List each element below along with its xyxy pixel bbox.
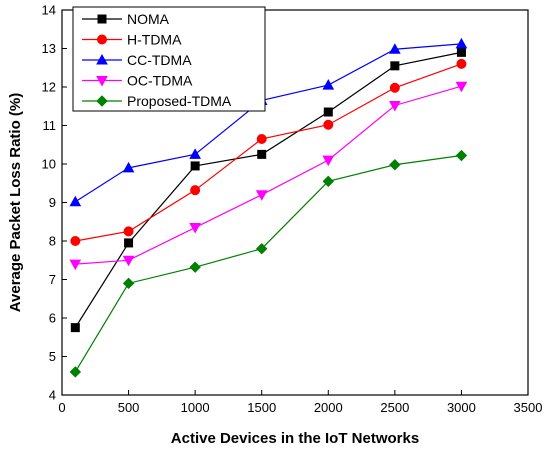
legend-marker [97, 14, 107, 24]
y-tick-label: 7 [49, 272, 56, 287]
data-point-h-tdma [456, 58, 467, 69]
legend-label: H-TDMA [127, 32, 182, 48]
y-tick-label: 5 [49, 349, 56, 364]
data-point-proposed-tdma [322, 175, 334, 188]
data-point-cc-tdma [189, 148, 201, 159]
series-layer [69, 37, 468, 378]
y-tick-label: 6 [49, 311, 56, 326]
data-point-proposed-tdma [256, 242, 268, 255]
data-point-cc-tdma [455, 37, 468, 49]
x-axis: 0 500 1000 1500 2000 2500 3000 3500 [58, 390, 542, 415]
y-tick-label: 12 [42, 80, 56, 95]
data-point-noma [190, 161, 200, 171]
y-axis: 4 5 6 7 8 9 10 11 12 13 14 [42, 3, 67, 403]
data-point-noma [390, 61, 400, 71]
legend-marker [96, 76, 108, 87]
data-point-proposed-tdma [69, 366, 82, 378]
x-axis-title: Active Devices in the IoT Networks [171, 430, 419, 447]
legend-label: Proposed-TDMA [127, 93, 232, 109]
legend-marker [96, 95, 108, 107]
data-point-oc-tdma [389, 100, 401, 112]
series-noma [70, 47, 466, 333]
data-point-cc-tdma [389, 43, 401, 54]
y-axis-title: Average Packet Loss Ratio (%) [7, 93, 24, 313]
legend-marker [96, 53, 108, 65]
series-oc-tdma [69, 81, 468, 271]
y-tick-label: 11 [43, 118, 57, 133]
data-point-proposed-tdma [455, 149, 468, 162]
data-point-cc-tdma [322, 79, 335, 90]
legend-label: CC-TDMA [127, 52, 192, 68]
data-point-noma [124, 238, 134, 248]
data-point-proposed-tdma [189, 261, 201, 273]
y-tick-label: 14 [42, 3, 56, 18]
data-point-noma [257, 149, 267, 159]
data-point-noma [323, 107, 333, 117]
data-point-oc-tdma [455, 81, 468, 93]
data-point-noma [70, 323, 80, 333]
x-tick-label: 2000 [314, 400, 343, 415]
legend-label: NOMA [127, 11, 170, 27]
data-point-proposed-tdma [122, 277, 135, 290]
data-point-oc-tdma [122, 255, 135, 267]
data-point-oc-tdma [69, 259, 82, 271]
legend-box [72, 6, 266, 112]
data-point-h-tdma [389, 82, 400, 93]
data-point-h-tdma [323, 119, 334, 130]
data-point-oc-tdma [322, 155, 335, 167]
legend: NOMA H-TDMA CC-TDMA OC-TDMA Proposed-TDMA [72, 6, 266, 112]
x-tick-label: 500 [118, 400, 140, 415]
data-point-cc-tdma [69, 195, 82, 207]
y-tick-label: 9 [49, 195, 56, 210]
legend-entry-proposed-tdma: Proposed-TDMA [82, 93, 232, 109]
x-tick-label: 1500 [247, 400, 276, 415]
x-tick-label: 2500 [380, 400, 409, 415]
x-tick-label: 0 [58, 400, 65, 415]
x-tick-label: 3500 [514, 400, 543, 415]
legend-entry-noma: NOMA [82, 11, 170, 27]
data-point-h-tdma [70, 236, 81, 246]
legend-marker [97, 34, 107, 45]
data-point-proposed-tdma [389, 159, 401, 171]
legend-entry-oc-tdma: OC-TDMA [82, 73, 193, 89]
y-tick-label: 8 [49, 234, 56, 249]
data-point-h-tdma [256, 133, 267, 144]
x-tick-label: 3000 [447, 400, 476, 415]
data-point-h-tdma [190, 185, 201, 196]
data-point-noma [456, 47, 466, 57]
x-tick-label: 1000 [181, 400, 210, 415]
legend-entry-cc-tdma: CC-TDMA [82, 52, 192, 68]
series-h-tdma [70, 58, 467, 246]
data-point-oc-tdma [189, 223, 201, 234]
data-point-oc-tdma [255, 190, 268, 201]
legend-label: OC-TDMA [127, 73, 193, 89]
data-point-h-tdma [123, 226, 134, 237]
legend-entry-h-tdma: H-TDMA [82, 32, 182, 48]
y-tick-label: 13 [42, 41, 56, 56]
series-proposed-tdma [69, 149, 468, 378]
y-tick-label: 4 [49, 388, 56, 403]
data-point-cc-tdma [122, 161, 135, 173]
y-tick-label: 10 [42, 157, 56, 172]
